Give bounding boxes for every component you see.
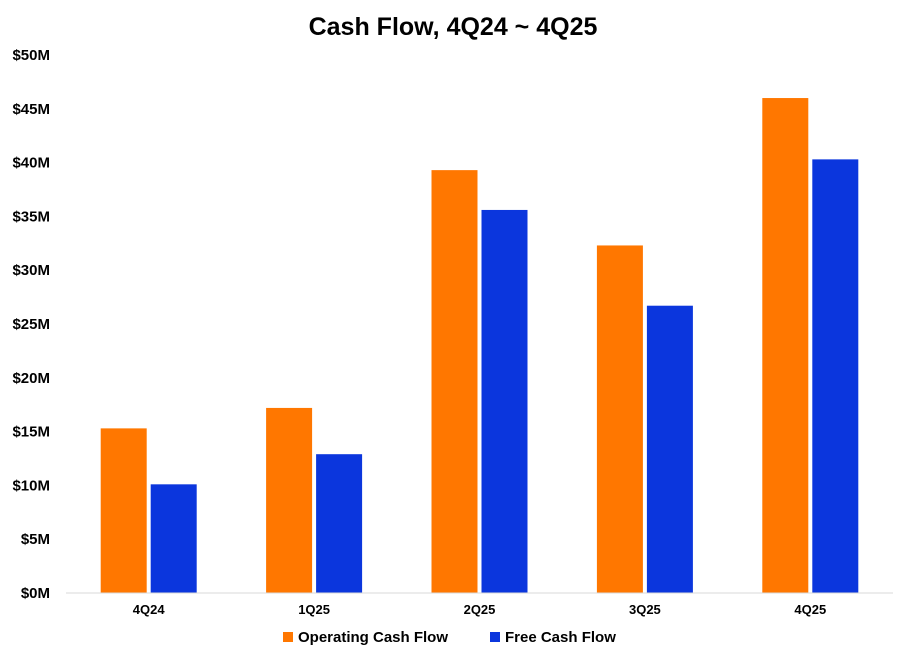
bar-operating-cash-flow-2q25 [431,170,478,593]
bar-free-cash-flow-2q25 [481,209,528,593]
y-tick-label: $35M [12,208,50,225]
bar-operating-cash-flow-4q24 [100,428,147,593]
legend-label: Operating Cash Flow [298,629,448,646]
y-tick-label: $40M [12,155,50,172]
y-tick-label: $45M [12,101,50,118]
legend-label: Free Cash Flow [505,629,616,646]
x-category-label: 4Q25 [794,602,826,617]
bar-operating-cash-flow-3q25 [596,245,643,593]
y-tick-label: $20M [12,370,50,387]
bar-operating-cash-flow-1q25 [266,407,313,593]
y-axis: $0M $5M $10M $15M $20M $25M $30M $35M $40M $45M $5… [12,47,50,602]
bar-free-cash-flow-3q25 [646,305,693,593]
legend: Operating Cash Flow Free Cash Flow [283,629,616,646]
bar-free-cash-flow-1q25 [316,454,363,593]
bars [100,98,859,593]
bar-operating-cash-flow-4q25 [762,98,809,593]
y-tick-label: $15M [12,424,50,441]
legend-swatch [490,632,500,642]
y-tick-label: $25M [12,316,50,333]
bar-free-cash-flow-4q25 [812,159,859,593]
y-tick-label: $30M [12,262,50,279]
chart-title: Cash Flow, 4Q24 ~ 4Q25 [309,13,598,41]
y-tick-label: $0M [21,585,50,602]
x-category-label: 3Q25 [629,602,661,617]
y-tick-label: $5M [21,531,50,548]
y-tick-label: $10M [12,477,50,494]
x-category-label: 2Q25 [464,602,496,617]
bar-free-cash-flow-4q24 [150,484,197,593]
x-category-label: 1Q25 [298,602,330,617]
x-category-label: 4Q24 [133,602,166,617]
y-tick-label: $50M [12,47,50,64]
legend-swatch [283,632,293,642]
x-axis: 4Q24 1Q25 2Q25 3Q25 4Q25 [133,602,826,617]
